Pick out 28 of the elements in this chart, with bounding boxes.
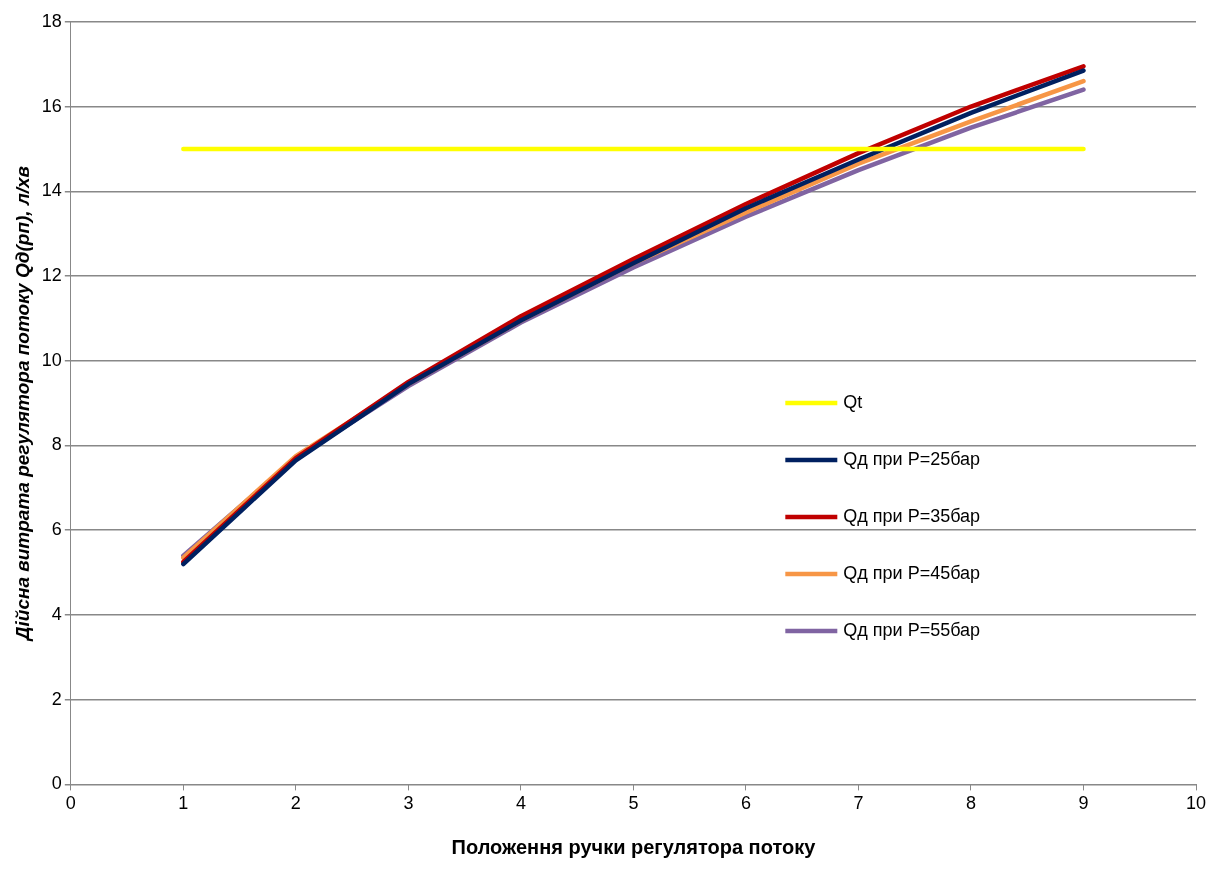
x-tick-label: 2 xyxy=(290,793,301,814)
x-axis-title: Положення ручки регулятора потоку xyxy=(451,835,817,858)
legend-label: Qд при P=45бар xyxy=(843,563,981,584)
y-tick-label: 6 xyxy=(51,519,62,540)
y-tick-label: 4 xyxy=(51,603,62,624)
y-tick-label: 16 xyxy=(41,95,62,116)
y-tick-label: 8 xyxy=(51,434,62,455)
x-tick-label: 9 xyxy=(1078,793,1089,814)
x-tick-label: 7 xyxy=(853,793,864,814)
x-tick-label: 5 xyxy=(628,793,639,814)
x-tick-label: 3 xyxy=(403,793,414,814)
x-tick-label: 4 xyxy=(515,793,526,814)
legend-label: Qд при P=35бар xyxy=(843,506,981,527)
legend-label: Qд при P=55бар xyxy=(843,620,981,641)
x-tick-label: 8 xyxy=(965,793,976,814)
legend-label: Qt xyxy=(843,392,863,413)
x-tick-label: 10 xyxy=(1185,793,1207,814)
y-tick-label: 0 xyxy=(51,773,62,794)
y-axis-title: Дійсна витрата регулятора потоку Qд(рп), л/хв xyxy=(11,165,33,643)
y-tick-label: 10 xyxy=(41,349,62,370)
y-tick-label: 2 xyxy=(51,688,62,709)
legend-label: Qд при P=25бар xyxy=(843,449,981,470)
x-tick-label: 1 xyxy=(178,793,189,814)
x-tick-label: 6 xyxy=(740,793,751,814)
y-tick-label: 14 xyxy=(41,180,62,201)
y-tick-label: 12 xyxy=(41,264,62,285)
x-tick-label: 0 xyxy=(65,793,76,814)
y-tick-label: 18 xyxy=(41,10,62,31)
